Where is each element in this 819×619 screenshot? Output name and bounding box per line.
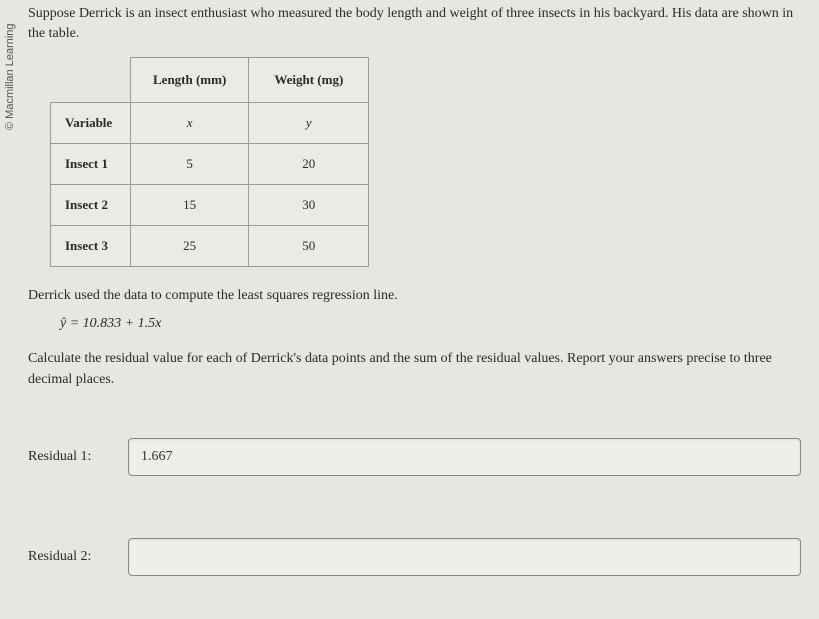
table-row: Insect 2 15 30 (51, 185, 369, 226)
residual2-input[interactable] (128, 538, 801, 576)
row-label-insect3: Insect 3 (51, 226, 131, 267)
residual1-label: Residual 1: (28, 449, 128, 465)
intro-paragraph: Suppose Derrick is an insect enthusiast … (28, 4, 801, 43)
regression-text: Derrick used the data to compute the lea… (28, 285, 801, 306)
column-header-length: Length (mm) (131, 58, 249, 103)
residual2-row: Residual 2: (28, 538, 801, 576)
cell-insect3-y: 50 (249, 226, 369, 267)
table-header-row: Length (mm) Weight (mg) (51, 58, 369, 103)
table-corner-cell (51, 58, 131, 103)
column-header-weight: Weight (mg) (249, 58, 369, 103)
row-label-insect2: Insect 2 (51, 185, 131, 226)
instruction-text: Calculate the residual value for each of… (28, 348, 801, 390)
cell-insect1-x: 5 (131, 144, 249, 185)
row-label-variable: Variable (51, 103, 131, 144)
copyright-text: © Macmillan Learning (4, 23, 16, 130)
residual1-row: Residual 1: (28, 438, 801, 476)
residual1-input[interactable] (128, 438, 801, 476)
cell-variable-x: x (131, 103, 249, 144)
row-label-insect1: Insect 1 (51, 144, 131, 185)
table-row: Insect 1 5 20 (51, 144, 369, 185)
data-table: Length (mm) Weight (mg) Variable x y Ins… (50, 57, 369, 267)
table-row: Insect 3 25 50 (51, 226, 369, 267)
cell-insect1-y: 20 (249, 144, 369, 185)
question-content: Suppose Derrick is an insect enthusiast … (0, 0, 819, 576)
cell-insect3-x: 25 (131, 226, 249, 267)
table-variable-row: Variable x y (51, 103, 369, 144)
cell-variable-y: y (249, 103, 369, 144)
cell-insect2-x: 15 (131, 185, 249, 226)
regression-equation: ŷ = 10.833 + 1.5x (60, 316, 801, 332)
cell-insect2-y: 30 (249, 185, 369, 226)
residual2-label: Residual 2: (28, 549, 128, 565)
